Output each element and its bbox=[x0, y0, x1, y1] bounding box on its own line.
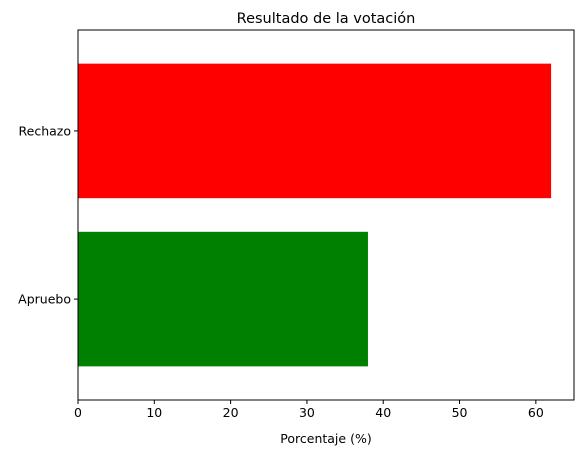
plot-frame bbox=[77, 29, 575, 401]
y-axis-ticks: Apruebo Rechazo bbox=[18, 123, 78, 307]
x-axis-ticks: 0 10 20 30 40 50 60 bbox=[74, 400, 544, 420]
y-tick-label-rechazo: Rechazo bbox=[19, 123, 71, 138]
x-tick-label: 60 bbox=[528, 405, 544, 420]
bar-rechazo bbox=[78, 63, 552, 199]
x-tick-label: 20 bbox=[223, 405, 239, 420]
x-tick-label: 10 bbox=[146, 405, 162, 420]
x-tick-label: 50 bbox=[452, 405, 468, 420]
bars-group bbox=[78, 63, 552, 367]
x-tick-label: 0 bbox=[74, 405, 82, 420]
x-tick-label: 40 bbox=[375, 405, 391, 420]
x-tick-label: 30 bbox=[299, 405, 315, 420]
y-tick-label-apruebo: Apruebo bbox=[18, 292, 71, 307]
x-axis-label: Porcentaje (%) bbox=[280, 431, 371, 446]
chart-title: Resultado de la votación bbox=[237, 11, 416, 27]
bar-apruebo bbox=[78, 231, 368, 367]
